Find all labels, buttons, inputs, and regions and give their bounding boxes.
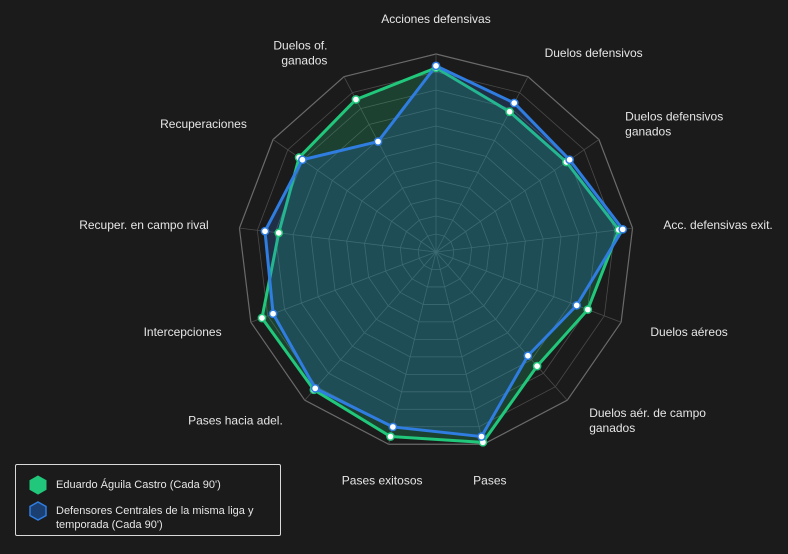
- data-point-league-average[interactable]: [268, 309, 278, 319]
- grid-ring: [346, 161, 526, 340]
- data-point-player[interactable]: [505, 107, 514, 117]
- data-point-league-average[interactable]: [298, 155, 307, 165]
- chart-legend: Eduardo Águila Castro (Cada 90') Defenso…: [15, 464, 281, 536]
- data-point-league-average[interactable]: [310, 383, 320, 393]
- radar-series-layer: [257, 61, 628, 447]
- data-point-league-average[interactable]: [509, 98, 519, 108]
- grid-ring: [310, 125, 562, 375]
- legend-item-league-average[interactable]: Defensores Centrales de la misma liga y …: [28, 501, 270, 532]
- axis-label: Duelos defensivos ganados: [625, 110, 723, 139]
- axis-label-line: Pases hacia adel.: [188, 413, 283, 427]
- axis-label: Duelos aéreos: [650, 325, 727, 339]
- grid-ring: [238, 53, 634, 445]
- axis-label-line: Duelos aér. de campo: [589, 406, 706, 420]
- axis-label-line: ganados: [625, 125, 671, 139]
- axis-label: Duelos aér. de campo ganados: [589, 406, 706, 435]
- grid-ring: [381, 197, 491, 305]
- data-point-league-average[interactable]: [523, 351, 533, 361]
- data-point-player[interactable]: [532, 361, 542, 371]
- legend-label-league-average: Defensores Centrales de la misma liga y …: [56, 505, 254, 531]
- axis-label: Recuper. en campo rival: [79, 218, 208, 232]
- grid-ring: [399, 215, 473, 288]
- grid-spoke: [239, 227, 437, 253]
- grid-ring: [292, 107, 580, 393]
- grid-spoke: [343, 76, 437, 253]
- data-point-league-average[interactable]: [477, 432, 486, 441]
- data-point-player[interactable]: [351, 95, 361, 104]
- green-hexagon-icon: [29, 475, 47, 495]
- axis-label: Acc. defensivas exit.: [663, 218, 772, 232]
- axis-label-line: Duelos defensivos: [625, 110, 723, 124]
- data-point-league-average[interactable]: [572, 301, 582, 310]
- axis-label-line: Recuperaciones: [160, 117, 247, 131]
- axis-label-line: Pases: [473, 473, 506, 487]
- axis-label-line: Recuper. en campo rival: [79, 218, 208, 232]
- grid-ring: [417, 233, 455, 270]
- data-point-league-average[interactable]: [431, 61, 441, 71]
- data-point-player[interactable]: [583, 305, 593, 314]
- data-point-league-average[interactable]: [618, 224, 628, 234]
- data-point-player[interactable]: [386, 432, 395, 441]
- axis-label: Recuperaciones: [160, 117, 247, 131]
- axis-label: Pases exitosos: [342, 473, 423, 487]
- axis-label: Pases: [473, 473, 506, 487]
- data-point-league-average[interactable]: [373, 137, 383, 146]
- axis-label-line: Intercepciones: [144, 325, 222, 339]
- legend-item-player[interactable]: Eduardo Águila Castro (Cada 90'): [28, 475, 270, 495]
- data-point-player[interactable]: [274, 228, 284, 238]
- grid-spoke: [304, 251, 437, 401]
- grid-ring: [328, 143, 544, 358]
- grid-ring: [256, 71, 616, 428]
- axis-label-line: Duelos aéreos: [650, 325, 727, 339]
- axis-label-line: ganados: [589, 421, 635, 435]
- grid-spoke: [435, 251, 484, 445]
- legend-label-player: Eduardo Águila Castro (Cada 90'): [56, 479, 221, 491]
- radar-grid: [238, 53, 634, 445]
- grid-spoke: [388, 251, 437, 445]
- series-polygon-league-average: [263, 64, 625, 439]
- grid-ring: [364, 179, 508, 323]
- axis-label-line: Acciones defensivas: [381, 12, 490, 26]
- data-point-player[interactable]: [257, 313, 267, 323]
- data-point-league-average[interactable]: [388, 422, 398, 432]
- data-point-league-average[interactable]: [260, 226, 270, 236]
- grid-spoke: [435, 251, 568, 401]
- axis-label: Duelos of. ganados: [273, 38, 327, 67]
- grid-spoke: [435, 227, 633, 253]
- data-point-league-average[interactable]: [565, 155, 574, 165]
- axis-label-line: Duelos defensivos: [545, 46, 643, 60]
- axis-label: Acciones defensivas: [381, 12, 490, 26]
- axis-label: Duelos defensivos: [545, 46, 643, 60]
- axis-label-line: Pases exitosos: [342, 473, 423, 487]
- axis-label-line: Acc. defensivas exit.: [663, 218, 772, 232]
- axis-label: Intercepciones: [144, 325, 222, 339]
- axis-label-line: ganados: [281, 53, 327, 67]
- axis-label: Pases hacia adel.: [188, 413, 283, 427]
- blue-hexagon-icon: [29, 501, 47, 521]
- axis-label-line: Duelos of.: [273, 38, 327, 52]
- grid-spoke: [250, 251, 437, 323]
